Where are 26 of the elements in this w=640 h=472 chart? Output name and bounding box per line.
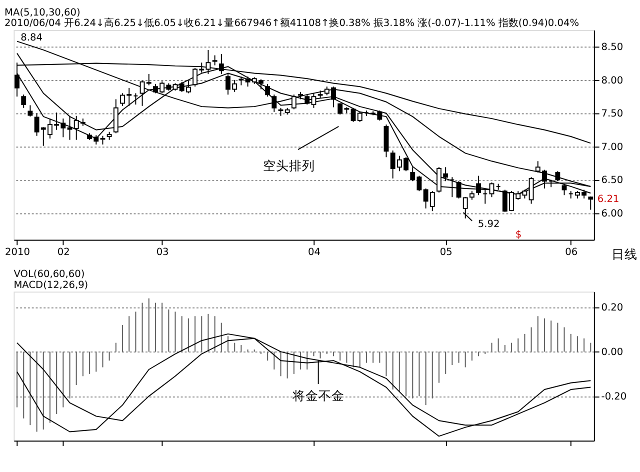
chart-subtitle: 2010/06/04 开6.24↓高6.25↓低6.05↓收6.21↓量667946↑额41108↑换0.38% 振3.18% 涨(-0.07)-1.11% 指数(0.94)0.04% bbox=[4, 17, 580, 30]
y-tick-label: 6.50 bbox=[601, 175, 624, 186]
x-tick-label: 06 bbox=[565, 246, 578, 258]
x-tick-label: 2010 bbox=[5, 246, 30, 258]
y-tick-label: 8.00 bbox=[601, 75, 624, 86]
y-tick-label: 7.50 bbox=[601, 108, 624, 120]
annotation: 空头排列 bbox=[263, 159, 316, 174]
x-tick-label: 03 bbox=[156, 246, 169, 258]
x-tick-label: 04 bbox=[308, 246, 320, 258]
y-tick-label: 7.00 bbox=[601, 142, 624, 153]
chart-subtitle: MACD(12,26,9) bbox=[14, 280, 88, 291]
text: 日线 bbox=[611, 247, 638, 262]
annotation: 8.84 bbox=[20, 32, 43, 44]
y-tick-label: 0.20 bbox=[601, 302, 624, 314]
x-tick-label: 02 bbox=[57, 246, 70, 258]
y-tick-label: 6.00 bbox=[601, 208, 624, 220]
chart-title: MA(5,10,30,60) bbox=[4, 7, 80, 18]
y-tick-label: 8.50 bbox=[601, 42, 624, 54]
y-tick-label: 0.00 bbox=[601, 347, 624, 358]
annotation: 将金不金 bbox=[291, 388, 344, 404]
annotation: 5.92 bbox=[478, 218, 500, 230]
chart-title: VOL(60,60,60) bbox=[14, 268, 85, 280]
text: 6.21 bbox=[597, 194, 620, 205]
annotation: $ bbox=[515, 229, 522, 240]
y-tick-label: -0.20 bbox=[601, 392, 627, 403]
x-tick-label: 05 bbox=[440, 246, 452, 258]
